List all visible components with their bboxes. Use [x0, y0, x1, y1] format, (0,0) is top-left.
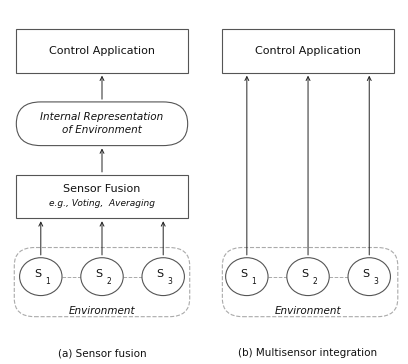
Circle shape [142, 258, 184, 296]
Circle shape [20, 258, 62, 296]
Circle shape [348, 258, 390, 296]
FancyBboxPatch shape [16, 102, 188, 146]
Circle shape [226, 258, 268, 296]
Text: S: S [301, 269, 308, 279]
Circle shape [81, 258, 123, 296]
Text: Environment: Environment [275, 306, 341, 316]
Text: Environment: Environment [69, 306, 135, 316]
Text: S: S [95, 269, 102, 279]
Text: Sensor Fusion: Sensor Fusion [63, 184, 141, 194]
Text: of Environment: of Environment [62, 125, 142, 135]
Text: S: S [362, 269, 370, 279]
Text: 2: 2 [106, 277, 111, 285]
Text: (b) Multisensor integration: (b) Multisensor integration [239, 348, 377, 358]
Text: 3: 3 [373, 277, 378, 285]
Text: S: S [240, 269, 247, 279]
FancyBboxPatch shape [16, 29, 188, 73]
Text: Control Application: Control Application [255, 46, 361, 56]
Text: e.g., Voting,  Averaging: e.g., Voting, Averaging [49, 199, 155, 207]
Circle shape [287, 258, 329, 296]
Text: 3: 3 [167, 277, 172, 285]
Text: (a) Sensor fusion: (a) Sensor fusion [58, 348, 146, 358]
FancyBboxPatch shape [16, 175, 188, 218]
Text: S: S [156, 269, 164, 279]
Text: S: S [34, 269, 41, 279]
Text: 2: 2 [312, 277, 317, 285]
Text: 1: 1 [251, 277, 256, 285]
Text: Control Application: Control Application [49, 46, 155, 56]
Text: Internal Representation: Internal Representation [40, 112, 164, 122]
Text: 1: 1 [45, 277, 50, 285]
FancyBboxPatch shape [222, 29, 394, 73]
